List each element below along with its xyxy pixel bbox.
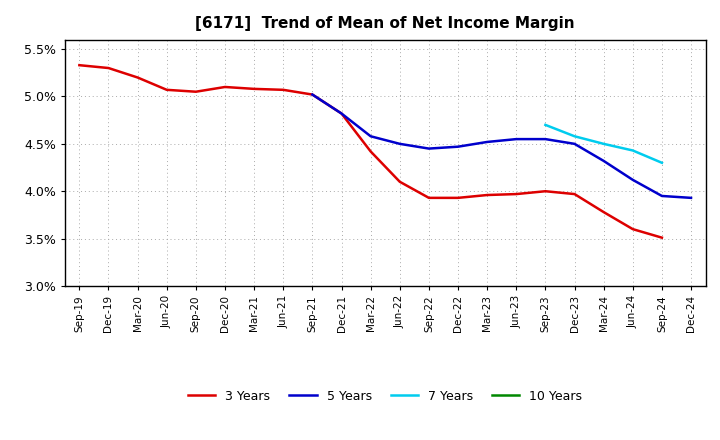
3 Years xyxy=(395,179,404,184)
5 Years xyxy=(425,146,433,151)
3 Years xyxy=(220,84,229,90)
3 Years xyxy=(512,191,521,197)
3 Years xyxy=(279,87,287,92)
5 Years xyxy=(541,136,550,142)
3 Years xyxy=(629,227,637,232)
5 Years xyxy=(337,111,346,116)
5 Years xyxy=(395,141,404,147)
5 Years xyxy=(366,134,375,139)
3 Years xyxy=(657,235,666,240)
3 Years xyxy=(192,89,200,94)
3 Years xyxy=(570,191,579,197)
7 Years xyxy=(657,160,666,165)
5 Years xyxy=(599,158,608,164)
5 Years xyxy=(512,136,521,142)
5 Years xyxy=(483,139,492,145)
5 Years xyxy=(570,141,579,147)
7 Years xyxy=(629,148,637,153)
3 Years xyxy=(599,209,608,215)
Legend: 3 Years, 5 Years, 7 Years, 10 Years: 3 Years, 5 Years, 7 Years, 10 Years xyxy=(183,385,588,408)
3 Years xyxy=(104,66,113,71)
3 Years xyxy=(541,189,550,194)
7 Years xyxy=(570,134,579,139)
Title: [6171]  Trend of Mean of Net Income Margin: [6171] Trend of Mean of Net Income Margi… xyxy=(195,16,575,32)
7 Years xyxy=(599,141,608,147)
Line: 7 Years: 7 Years xyxy=(546,125,662,163)
Line: 3 Years: 3 Years xyxy=(79,65,662,238)
3 Years xyxy=(250,86,258,92)
5 Years xyxy=(308,92,317,97)
3 Years xyxy=(163,87,171,92)
3 Years xyxy=(366,149,375,154)
5 Years xyxy=(629,177,637,183)
3 Years xyxy=(75,62,84,68)
3 Years xyxy=(337,111,346,116)
3 Years xyxy=(133,75,142,80)
5 Years xyxy=(687,195,696,201)
7 Years xyxy=(541,122,550,128)
3 Years xyxy=(308,92,317,97)
3 Years xyxy=(454,195,462,201)
3 Years xyxy=(483,192,492,198)
3 Years xyxy=(425,195,433,201)
5 Years xyxy=(657,193,666,198)
5 Years xyxy=(454,144,462,149)
Line: 5 Years: 5 Years xyxy=(312,95,691,198)
